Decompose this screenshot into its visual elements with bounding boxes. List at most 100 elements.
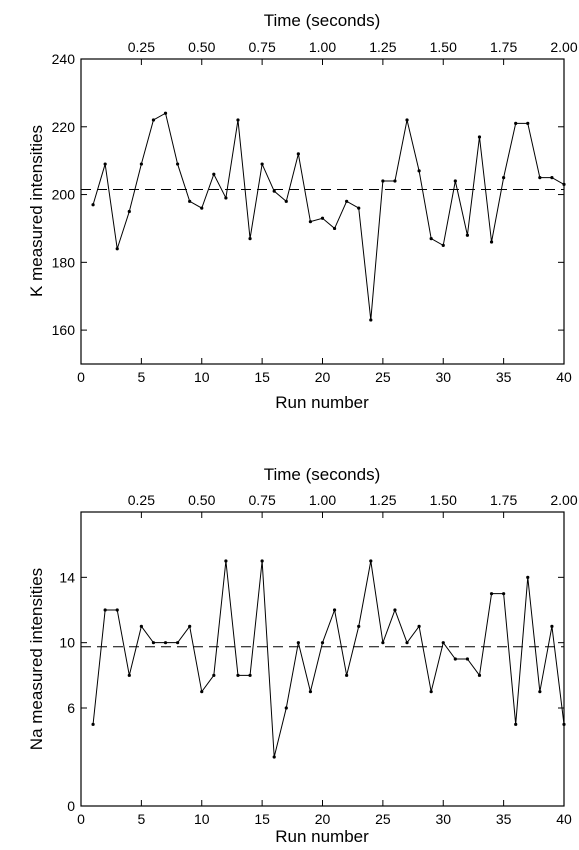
k-data-point [345, 199, 349, 203]
k-y-tick-label: 200 [52, 187, 76, 203]
na-top-tick-label: 1.50 [430, 492, 457, 508]
na-data-point [224, 559, 228, 563]
k-top-axis-title: Time (seconds) [264, 11, 381, 30]
k-y-tick-label: 180 [52, 254, 76, 270]
k-marks [81, 111, 566, 322]
na-data-point [308, 690, 313, 694]
k-data-point [296, 152, 300, 156]
k-y-tick-label: 220 [52, 119, 76, 135]
k-data-point [393, 179, 397, 183]
na-top-tick-label: 0.75 [249, 492, 276, 508]
k-intensity-panel: Time (seconds) Run number K measured int… [27, 11, 578, 412]
na-series-line [92, 560, 565, 758]
k-data-point [514, 121, 518, 125]
na-top-tick-label: 1.25 [369, 492, 396, 508]
na-data-point [465, 657, 469, 661]
na-data-point [526, 575, 530, 579]
na-data-point [296, 641, 300, 645]
na-data-point [429, 690, 433, 694]
k-data-point [453, 179, 457, 183]
na-data-point [453, 657, 457, 661]
na-x-tick-label: 5 [137, 811, 145, 827]
na-data-point [236, 673, 240, 677]
k-data-point [308, 220, 313, 224]
k-top-tick-label: 1.00 [309, 39, 336, 55]
na-data-point [357, 624, 361, 628]
na-data-point [550, 624, 554, 628]
k-data-point [405, 118, 409, 122]
k-data-point [526, 121, 530, 125]
k-data-point [103, 162, 107, 166]
k-top-tick-label: 0.25 [128, 39, 155, 55]
k-x-tick-label: 40 [556, 369, 572, 385]
na-data-point [538, 690, 542, 694]
na-x-tick-label: 20 [315, 811, 331, 827]
na-data-point [212, 673, 216, 677]
na-x-tick-label: 15 [254, 811, 270, 827]
na-data-point [151, 641, 156, 645]
na-data-point [417, 624, 421, 628]
na-data-point [477, 673, 482, 677]
na-data-point [381, 641, 385, 645]
na-data-point [502, 592, 506, 596]
na-data-point [200, 690, 204, 694]
na-data-point [332, 608, 337, 612]
k-top-tick-label: 0.50 [188, 39, 215, 55]
k-data-point [477, 135, 482, 139]
na-x-tick-label: 25 [375, 811, 391, 827]
k-top-tick-label: 1.75 [490, 39, 517, 55]
na-data-point [441, 641, 445, 645]
na-data-point [405, 641, 409, 645]
k-x-axis-title: Run number [275, 393, 369, 412]
k-top-tick-label: 1.50 [430, 39, 457, 55]
k-series-line [92, 112, 565, 320]
k-data-point [502, 176, 506, 180]
na-ticks: 0 5 10 15 20 25 30 35 40 0.25 0.50 0.75 1.00 1.25 1.50… [59, 492, 577, 827]
k-data-point [260, 162, 264, 166]
k-data-point [248, 237, 252, 241]
k-data-point [200, 206, 204, 210]
na-data-point [139, 624, 143, 628]
k-x-tick-label: 20 [315, 369, 331, 385]
k-y-tick-label: 240 [52, 51, 76, 67]
na-data-point [176, 641, 180, 645]
k-data-point [127, 209, 131, 214]
na-x-tick-label: 40 [556, 811, 572, 827]
na-data-point [127, 673, 131, 677]
na-top-tick-label: 1.75 [490, 492, 517, 508]
na-x-tick-label: 10 [194, 811, 210, 827]
na-data-point [393, 608, 397, 612]
na-x-tick-label: 30 [435, 811, 451, 827]
na-x-axis-title: Run number [275, 827, 369, 846]
k-data-point [357, 206, 361, 210]
k-data-point [212, 172, 216, 176]
k-x-tick-label: 5 [137, 369, 145, 385]
k-data-point [224, 196, 228, 200]
na-data-point [103, 608, 107, 612]
k-data-point [417, 169, 421, 173]
k-data-point [139, 162, 143, 166]
k-data-point [562, 182, 566, 186]
na-plot-frame [80, 511, 565, 807]
na-top-tick-label: 0.50 [188, 492, 215, 508]
k-data-point [381, 179, 385, 183]
na-data-point [284, 706, 288, 710]
k-x-tick-label: 15 [254, 369, 270, 385]
k-data-point [369, 318, 373, 322]
na-data-point [489, 592, 494, 596]
na-top-tick-label: 0.25 [128, 492, 155, 508]
na-data-point [260, 559, 264, 563]
na-top-tick-label: 2.00 [550, 492, 577, 508]
k-x-tick-label: 35 [496, 369, 512, 385]
k-data-point [538, 176, 542, 180]
na-data-point [248, 673, 252, 677]
k-data-point [429, 237, 433, 241]
na-data-point [188, 624, 192, 628]
na-y-tick-label: 0 [67, 798, 75, 814]
k-top-tick-label: 2.00 [550, 39, 577, 55]
na-data-point [369, 559, 373, 563]
na-data-point [91, 722, 95, 726]
na-data-point [320, 641, 325, 645]
na-data-point [345, 673, 349, 677]
k-data-point [441, 243, 445, 247]
